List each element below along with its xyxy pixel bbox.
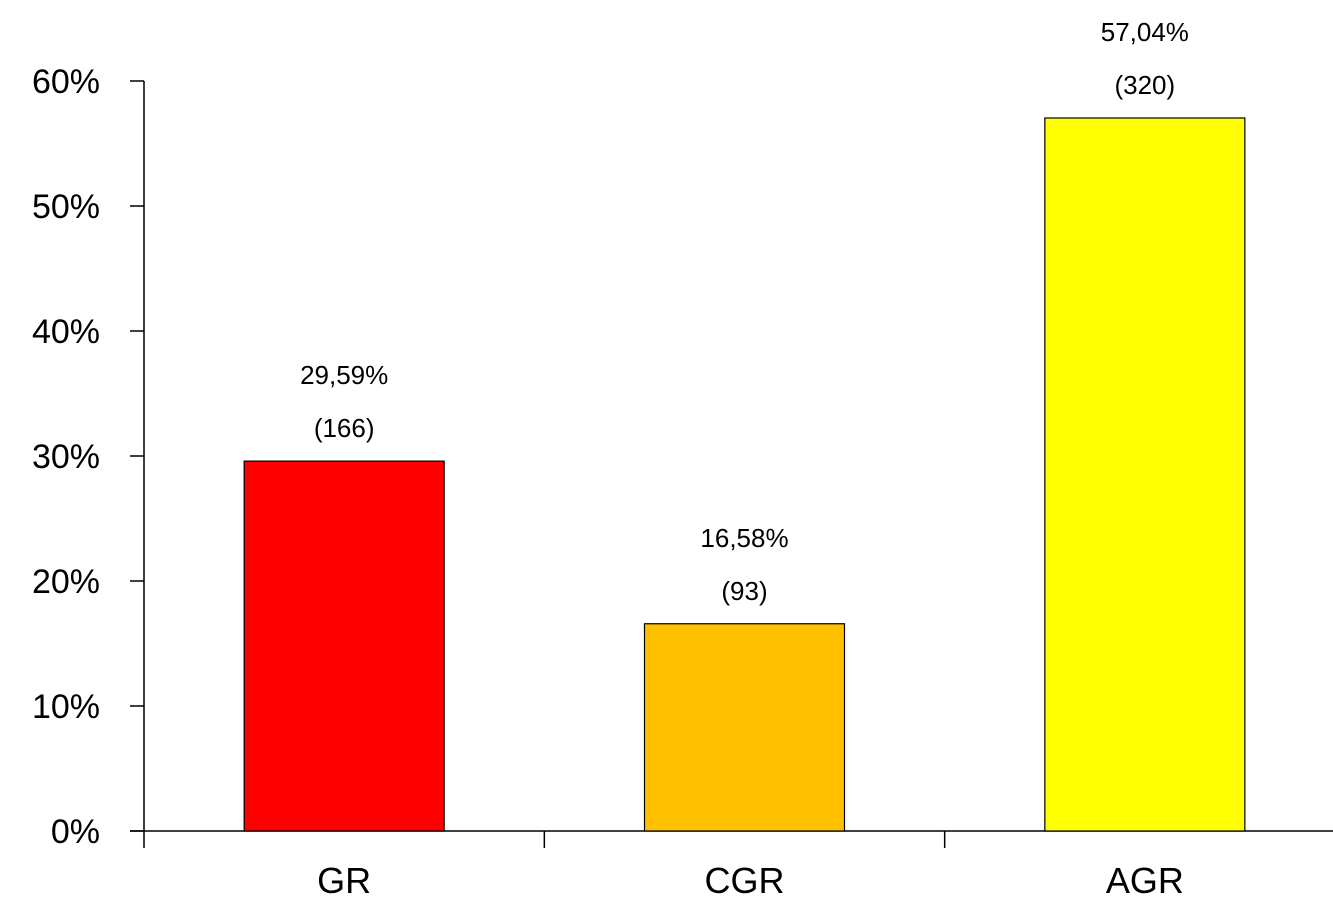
y-tick-label: 30% [32, 438, 100, 476]
x-category-label: CGR [705, 860, 785, 901]
y-tick-label: 20% [32, 563, 100, 601]
x-category-label: AGR [1106, 860, 1184, 901]
bar-value-label: 57,04% [1101, 17, 1189, 47]
y-tick-label: 0% [51, 813, 100, 851]
bar-agr [1044, 117, 1246, 832]
bar-count-label: (320) [1114, 70, 1175, 100]
bar-gr [243, 460, 445, 832]
y-tick-label: 60% [32, 63, 100, 101]
y-tick-label: 10% [32, 688, 100, 726]
bar-value-label: 29,59% [300, 360, 388, 390]
x-category-label: GR [317, 860, 371, 901]
y-tick-label: 50% [32, 188, 100, 226]
bar-value-label: 16,58% [700, 523, 788, 553]
bar-count-label: (93) [721, 576, 767, 606]
y-tick-label: 40% [32, 313, 100, 351]
bar-count-label: (166) [314, 413, 375, 443]
bar-cgr [643, 623, 846, 832]
